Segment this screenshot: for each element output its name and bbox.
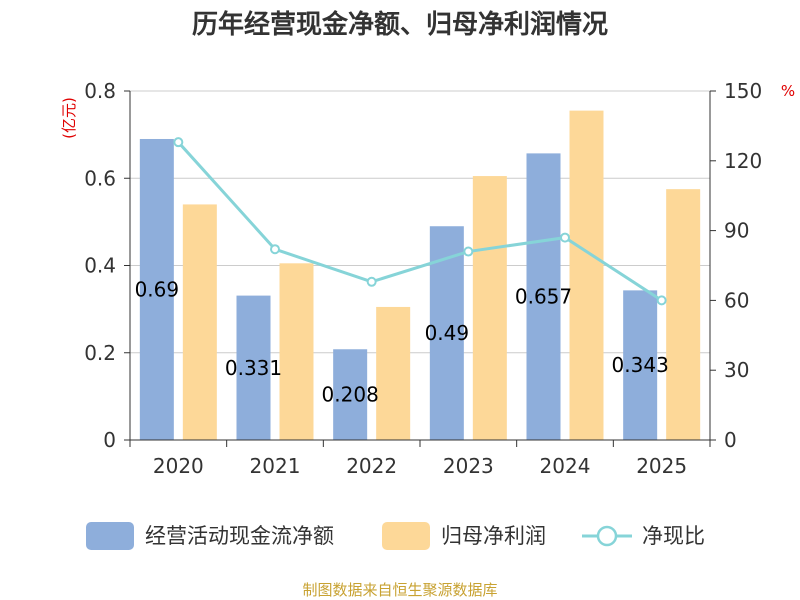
data-label: 0.208	[322, 383, 379, 407]
line-point-cash-ratio	[560, 232, 570, 243]
data-label: 0.343	[612, 353, 669, 377]
bar-operating-cash-flow	[236, 295, 271, 440]
chart-title: 历年经营现金净额、归母净利润情况	[192, 9, 608, 40]
bar-net-profit	[182, 204, 217, 440]
x-tick-label: 2021	[250, 454, 301, 478]
left-tick-label: 0.6	[84, 166, 116, 190]
data-label: 0.331	[225, 356, 282, 380]
bar-net-profit	[569, 110, 604, 440]
legend-swatch-net-profit	[382, 522, 430, 550]
left-axis-unit: (亿元)	[60, 97, 78, 139]
line-series	[173, 137, 667, 306]
bar-net-profit	[279, 263, 314, 440]
bar-net-profit	[472, 176, 507, 440]
x-tick-label: 2022	[346, 454, 397, 478]
left-tick-label: 0.4	[84, 254, 116, 278]
right-tick-label: 150	[724, 79, 762, 103]
data-label: 0.49	[425, 321, 470, 345]
bar-operating-cash-flow	[623, 290, 658, 440]
left-tick-label: 0	[103, 428, 116, 452]
x-tick-label: 2025	[636, 454, 687, 478]
bar-operating-cash-flow	[139, 138, 174, 441]
bar-operating-cash-flow	[526, 153, 561, 441]
bar-net-profit	[666, 189, 701, 440]
right-tick-label: 0	[724, 428, 737, 452]
line-point-cash-ratio	[366, 276, 377, 287]
legend-label: 净现比	[642, 524, 705, 548]
x-tick-label: 2024	[540, 454, 591, 478]
data-label: 0.657	[515, 285, 572, 309]
left-tick-label: 0.8	[84, 79, 116, 103]
line-point-cash-ratio	[463, 246, 474, 257]
x-tick-label: 2023	[443, 454, 494, 478]
line-point-cash-ratio	[173, 137, 184, 148]
right-axis-unit: %	[781, 82, 795, 100]
legend: 经营活动现金流净额 归母净利润 净现比	[86, 522, 705, 550]
bar-operating-cash-flow	[333, 349, 368, 440]
right-tick-label: 30	[724, 358, 749, 382]
left-tick-label: 0.2	[84, 341, 116, 365]
data-labels: 0.69 0.331 0.208 0.49 0.657 0.343	[135, 277, 669, 406]
line-point-cash-ratio	[270, 244, 280, 255]
bar-series	[139, 110, 701, 441]
legend-label: 经营活动现金流净额	[145, 524, 334, 548]
legend-marker-cash-ratio	[596, 525, 618, 547]
line-cash-ratio	[177, 141, 663, 302]
data-label: 0.69	[135, 277, 180, 301]
legend-label: 归母净利润	[441, 524, 546, 548]
bar-net-profit	[376, 306, 411, 440]
right-tick-label: 120	[724, 149, 762, 173]
line-point-cash-ratio	[656, 295, 667, 306]
right-tick-label: 90	[724, 219, 749, 243]
x-tick-label: 2020	[153, 454, 204, 478]
source-note: 制图数据来自恒生聚源数据库	[302, 581, 497, 599]
right-tick-label: 60	[724, 288, 749, 312]
gridlines	[130, 90, 710, 354]
legend-swatch-operating-cash-flow	[86, 522, 134, 550]
axes: 0 0.2 0.4 0.6 0.8 0 30 60 90 120 150 2020 2021 2022 20…	[84, 79, 762, 478]
